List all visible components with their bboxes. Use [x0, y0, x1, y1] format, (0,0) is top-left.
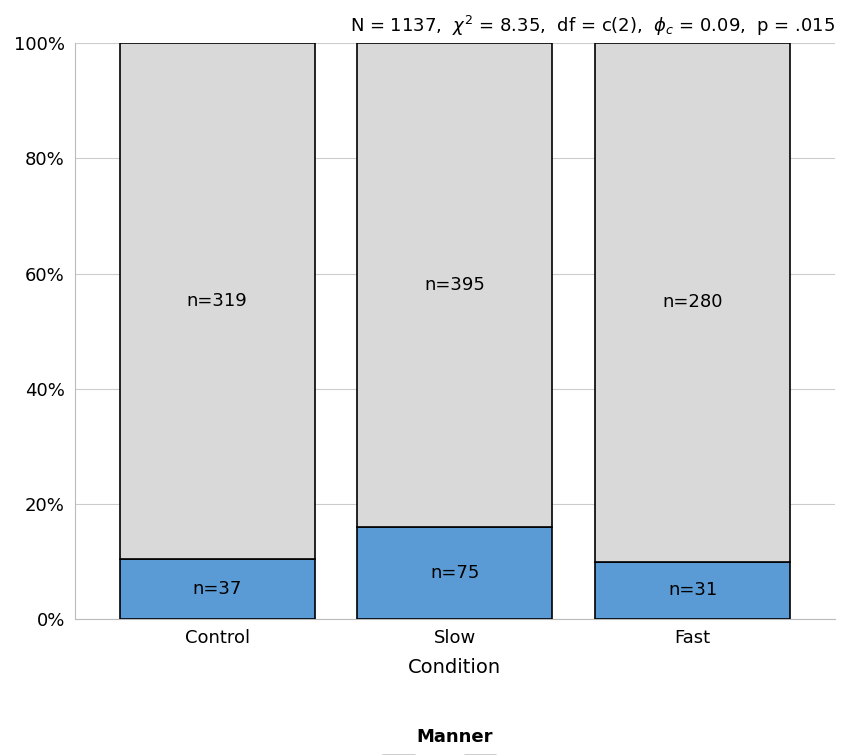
Text: n=395: n=395: [424, 276, 486, 294]
Text: n=319: n=319: [187, 292, 248, 310]
Bar: [357, 43, 553, 527]
Bar: [595, 562, 790, 619]
Text: n=75: n=75: [430, 564, 480, 582]
X-axis label: Condition: Condition: [408, 658, 502, 677]
Legend: yes, no: yes, no: [375, 720, 535, 755]
Text: n=31: n=31: [668, 581, 717, 599]
Bar: [120, 559, 315, 619]
Text: N = 1137,  $\chi^2$ = 8.35,  df = c(2),  $\phi_c$ = 0.09,  p = .015: N = 1137, $\chi^2$ = 8.35, df = c(2), $\…: [350, 14, 835, 38]
Bar: [120, 43, 315, 559]
Text: n=280: n=280: [662, 294, 722, 311]
Bar: [357, 527, 553, 619]
Text: n=37: n=37: [193, 580, 242, 598]
Bar: [595, 43, 790, 562]
